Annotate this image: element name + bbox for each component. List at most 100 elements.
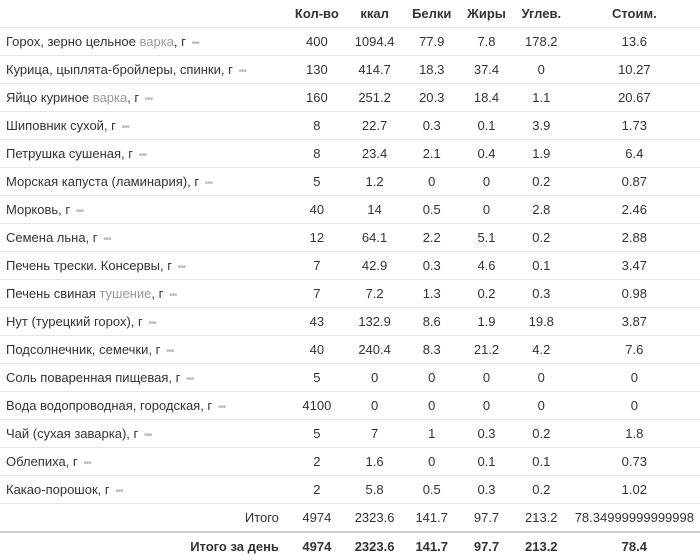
food-name-cell[interactable]: Вода водопроводная, городская, г ••• [0, 392, 289, 420]
food-name: Яйцо куриное [6, 90, 89, 105]
cell-carb: 19.8 [514, 308, 569, 336]
nutrition-table: Кол-во ккал Белки Жиры Углев. Стоим. Гор… [0, 0, 700, 560]
total-kcal: 2323.6 [345, 504, 405, 533]
cell-carb: 0 [514, 364, 569, 392]
more-icon[interactable]: ••• [186, 374, 194, 385]
food-name-cell[interactable]: Облепиха, г ••• [0, 448, 289, 476]
col-kcal: ккал [345, 0, 405, 28]
more-icon[interactable]: ••• [192, 38, 200, 49]
cell-qty: 2 [289, 448, 345, 476]
food-name-cell[interactable]: Морская капуста (ламинария), г ••• [0, 168, 289, 196]
cell-qty: 130 [289, 56, 345, 84]
table-row: Облепиха, г •••21.600.10.10.73 [0, 448, 700, 476]
food-name: Петрушка сушеная, г [6, 146, 133, 161]
table-row: Печень свиная тушение, г •••77.21.30.20.… [0, 280, 700, 308]
total-protein: 141.7 [404, 504, 459, 533]
cell-fat: 0.1 [459, 112, 514, 140]
col-protein: Белки [404, 0, 459, 28]
cell-carb: 2.8 [514, 196, 569, 224]
cell-carb: 0.2 [514, 420, 569, 448]
more-icon[interactable]: ••• [122, 122, 130, 133]
more-icon[interactable]: ••• [205, 178, 213, 189]
food-name-cell[interactable]: Какао-порошок, г ••• [0, 476, 289, 504]
table-row: Нут (турецкий горох), г •••43132.98.61.9… [0, 308, 700, 336]
cell-qty: 8 [289, 112, 345, 140]
cell-kcal: 23.4 [345, 140, 405, 168]
cell-fat: 37.4 [459, 56, 514, 84]
header-row: Кол-во ккал Белки Жиры Углев. Стоим. [0, 0, 700, 28]
table-row: Яйцо куриное варка, г •••160251.220.318.… [0, 84, 700, 112]
cell-fat: 0 [459, 168, 514, 196]
table-row: Соль поваренная пищевая, г •••500000 [0, 364, 700, 392]
food-name-cell[interactable]: Шиповник сухой, г ••• [0, 112, 289, 140]
food-name: Горох, зерно цельное [6, 34, 136, 49]
table-row: Морская капуста (ламинария), г •••51.200… [0, 168, 700, 196]
cell-fat: 21.2 [459, 336, 514, 364]
cell-fat: 18.4 [459, 84, 514, 112]
cell-qty: 12 [289, 224, 345, 252]
cell-cost: 0.73 [569, 448, 700, 476]
food-name: Шиповник сухой, г [6, 118, 116, 133]
food-name: Семена льна, г [6, 230, 98, 245]
food-name-cell[interactable]: Курица, цыплята-бройлеры, спинки, г ••• [0, 56, 289, 84]
more-icon[interactable]: ••• [83, 458, 91, 469]
more-icon[interactable]: ••• [148, 318, 156, 329]
cell-protein: 1.3 [404, 280, 459, 308]
cell-protein: 0 [404, 364, 459, 392]
more-icon[interactable]: ••• [178, 262, 186, 273]
cell-cost: 7.6 [569, 336, 700, 364]
table-row: Подсолнечник, семечки, г •••40240.48.321… [0, 336, 700, 364]
cell-fat: 0.4 [459, 140, 514, 168]
cell-qty: 7 [289, 252, 345, 280]
food-name-cell[interactable]: Яйцо куриное варка, г ••• [0, 84, 289, 112]
daytotal-cost: 78.4 [569, 532, 700, 560]
more-icon[interactable]: ••• [139, 150, 147, 161]
cell-kcal: 5.8 [345, 476, 405, 504]
more-icon[interactable]: ••• [218, 402, 226, 413]
cell-kcal: 64.1 [345, 224, 405, 252]
cell-carb: 178.2 [514, 28, 569, 56]
food-name-cell[interactable]: Горох, зерно цельное варка, г ••• [0, 28, 289, 56]
cell-carb: 1.1 [514, 84, 569, 112]
unit-suffix: , г [151, 286, 163, 301]
food-name: Подсолнечник, семечки, г [6, 342, 160, 357]
more-icon[interactable]: ••• [169, 290, 177, 301]
cell-carb: 0.3 [514, 280, 569, 308]
col-carb: Углев. [514, 0, 569, 28]
cell-fat: 0.3 [459, 420, 514, 448]
food-name-cell[interactable]: Подсолнечник, семечки, г ••• [0, 336, 289, 364]
more-icon[interactable]: ••• [166, 346, 174, 357]
cell-cost: 0 [569, 392, 700, 420]
food-name-cell[interactable]: Печень свиная тушение, г ••• [0, 280, 289, 308]
food-name-cell[interactable]: Соль поваренная пищевая, г ••• [0, 364, 289, 392]
food-name-cell[interactable]: Морковь, г ••• [0, 196, 289, 224]
more-icon[interactable]: ••• [144, 430, 152, 441]
cell-protein: 1 [404, 420, 459, 448]
cell-qty: 7 [289, 280, 345, 308]
cell-carb: 0.2 [514, 224, 569, 252]
food-name-cell[interactable]: Чай (сухая заварка), г ••• [0, 420, 289, 448]
more-icon[interactable]: ••• [115, 486, 123, 497]
more-icon[interactable]: ••• [103, 234, 111, 245]
food-name-cell[interactable]: Семена льна, г ••• [0, 224, 289, 252]
table-row: Какао-порошок, г •••25.80.50.30.21.02 [0, 476, 700, 504]
unit-suffix: , г [127, 90, 139, 105]
food-name: Вода водопроводная, городская, г [6, 398, 212, 413]
cell-fat: 5.1 [459, 224, 514, 252]
food-name-cell[interactable]: Нут (турецкий горох), г ••• [0, 308, 289, 336]
cell-cost: 3.47 [569, 252, 700, 280]
more-icon[interactable]: ••• [238, 66, 246, 77]
total-carb: 213.2 [514, 504, 569, 533]
cell-protein: 8.3 [404, 336, 459, 364]
cell-qty: 5 [289, 420, 345, 448]
col-cost: Стоим. [569, 0, 700, 28]
more-icon[interactable]: ••• [76, 206, 84, 217]
cell-fat: 0.1 [459, 448, 514, 476]
cell-fat: 7.8 [459, 28, 514, 56]
more-icon[interactable]: ••• [145, 94, 153, 105]
cell-carb: 0.2 [514, 168, 569, 196]
cell-protein: 0 [404, 448, 459, 476]
food-name-cell[interactable]: Петрушка сушеная, г ••• [0, 140, 289, 168]
food-name-cell[interactable]: Печень трески. Консервы, г ••• [0, 252, 289, 280]
cell-kcal: 0 [345, 364, 405, 392]
